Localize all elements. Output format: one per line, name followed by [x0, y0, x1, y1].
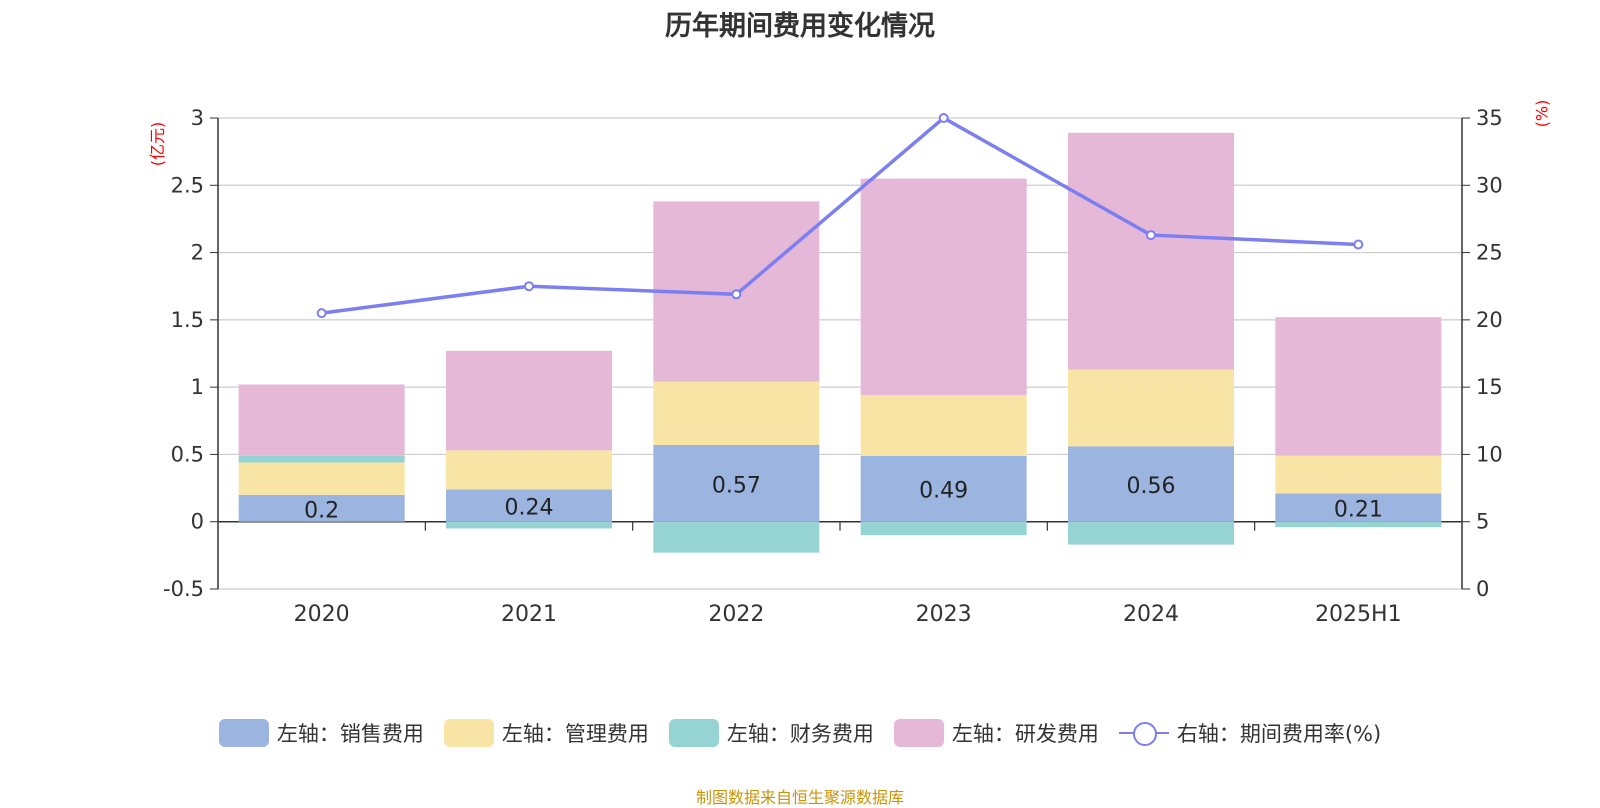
expense-rate-point — [1146, 230, 1156, 241]
expense-rate-point — [1353, 239, 1364, 250]
bar-segment — [238, 455, 405, 463]
bar-segment — [446, 450, 612, 490]
bar-segment — [1068, 132, 1234, 370]
bar-segment — [1275, 521, 1442, 528]
left-axis-tick-label: -0.5 — [163, 577, 204, 601]
bar-segment — [1068, 446, 1234, 522]
x-axis-tick-label: 2020 — [294, 602, 350, 627]
bar-segment — [1068, 369, 1234, 447]
data-label: 0.49 — [919, 479, 968, 504]
x-axis-tick-label: 2021 — [501, 602, 557, 627]
legend-swatch-sales — [218, 719, 269, 747]
bar-segment — [860, 178, 1027, 396]
bar-segment — [1068, 521, 1234, 545]
legend-label-admin: 左轴：管理费用 — [501, 722, 649, 746]
right-axis-tick-label: 10 — [1476, 442, 1503, 466]
bar-segment — [653, 445, 820, 522]
legend-swatch-finance — [668, 719, 719, 747]
bar-segment — [446, 350, 612, 451]
chart-title: 历年期间费用变化情况 — [665, 11, 935, 42]
expense-rate-point — [731, 289, 742, 300]
left-axis-tick-label: 2 — [191, 241, 204, 265]
legend-swatch-expense-rate — [1118, 719, 1169, 747]
left-axis-tick-label: 1.5 — [171, 308, 204, 332]
expense-rate-point — [938, 113, 949, 123]
right-axis-tick-label: 0 — [1476, 577, 1489, 601]
left-axis-tick-label: 0 — [191, 510, 204, 534]
legend-item-finance[interactable]: 左轴：财务费用 — [668, 718, 874, 748]
x-axis-tick-label: 2025H1 — [1315, 602, 1402, 627]
bar-segment — [1275, 493, 1442, 522]
left-axis-tick-label: 0.5 — [171, 442, 204, 466]
data-label: 0.21 — [1334, 498, 1383, 523]
left-axis-tick-label: 2.5 — [171, 173, 204, 197]
x-axis-tick-label: 2022 — [708, 602, 764, 627]
data-source-note: 制图数据来自恒生聚源数据库 — [695, 788, 904, 807]
legend-label-sales: 左轴：销售费用 — [276, 722, 424, 746]
bar-segment — [860, 455, 1027, 522]
expense-rate-point — [524, 281, 534, 292]
right-axis-tick-label: 30 — [1476, 173, 1503, 197]
right-axis-tick-label: 20 — [1476, 308, 1503, 332]
left-axis-tick-label: 1 — [191, 375, 204, 399]
right-axis-tick-label: 25 — [1476, 241, 1503, 265]
legend-item-expense-rate[interactable]: 右轴：期间费用率(%) — [1118, 718, 1382, 748]
bar-segment — [446, 521, 612, 529]
data-label: 0.57 — [712, 473, 761, 498]
expense-rate-line — [321, 115, 1359, 315]
data-label: 0.24 — [505, 496, 554, 521]
legend-item-admin[interactable]: 左轴：管理费用 — [443, 718, 649, 748]
bar-segment — [1275, 317, 1442, 456]
x-axis-tick-label: 2023 — [916, 602, 972, 627]
x-axis-tick-label: 2024 — [1123, 602, 1179, 627]
bar-segment — [238, 462, 405, 495]
right-axis-tick-label: 15 — [1476, 375, 1503, 399]
legend-label-rd: 左轴：研发费用 — [951, 722, 1099, 746]
data-label: 0.2 — [304, 498, 339, 523]
right-axis-tick-label: 5 — [1476, 510, 1489, 534]
right-axis-tick-label: 35 — [1476, 106, 1503, 130]
bar-segment — [238, 494, 405, 522]
bar-segment — [238, 384, 405, 456]
legend-item-rd[interactable]: 左轴：研发费用 — [893, 718, 1099, 748]
chart-legend: 左轴：销售费用 左轴：管理费用 左轴：财务费用 左轴：研发费用 右轴：期间费用率… — [0, 718, 1600, 748]
bar-segment — [653, 381, 820, 446]
legend-item-sales[interactable]: 左轴：销售费用 — [218, 718, 424, 748]
legend-label-expense-rate: 右轴：期间费用率(%) — [1176, 722, 1382, 746]
data-label: 0.56 — [1127, 474, 1176, 499]
bar-segment — [860, 395, 1027, 456]
expense-rate-point — [316, 308, 327, 319]
legend-label-finance: 左轴：财务费用 — [726, 722, 874, 746]
bar-segment — [1275, 455, 1442, 494]
left-axis-tick-label: 3 — [191, 106, 204, 130]
bar-segment — [860, 521, 1027, 536]
legend-swatch-rd — [893, 719, 944, 747]
bar-segment — [653, 521, 820, 553]
legend-swatch-admin — [443, 719, 494, 747]
bar-segment — [446, 489, 612, 522]
